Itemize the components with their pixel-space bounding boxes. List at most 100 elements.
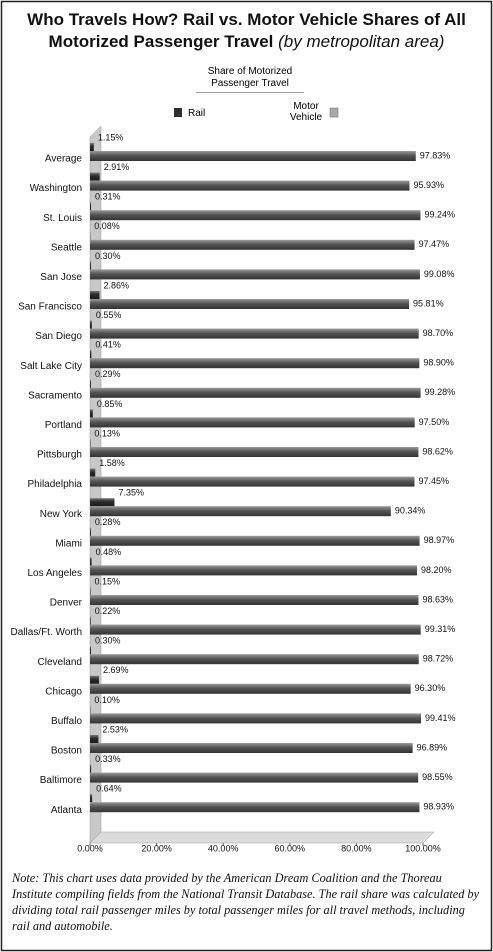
value-label: 0.22% [95,606,121,616]
motor-bar [90,624,421,635]
motor-bar [90,802,420,813]
motor-bar [90,328,419,339]
y-tick-label: San Francisco [18,302,82,313]
value-label: 97.45% [419,476,450,486]
y-tick-label: Buffalo [51,716,82,727]
value-label: 0.08% [94,221,120,231]
motor-bar [90,713,422,724]
value-label: 0.41% [95,340,121,350]
y-tick-label: Atlanta [51,805,83,816]
value-label: 98.90% [423,358,454,368]
value-label: 98.93% [423,802,454,812]
motor-bar [90,269,420,280]
rail-bar [90,291,100,299]
motor-bar [90,772,419,783]
y-tick-label: Average [45,154,83,165]
rail-bar [90,616,91,625]
motor-bar [90,151,416,161]
value-label: 99.28% [425,387,456,397]
rail-bar [90,350,92,359]
value-label: 2.91% [104,162,130,172]
value-label: 0.55% [96,310,122,320]
rail-bar [90,172,100,181]
value-label: 99.24% [424,210,455,220]
value-label: 97.50% [419,417,450,427]
value-label: 0.30% [95,251,121,261]
y-tick-label: Los Angeles [28,568,83,579]
value-label: 98.62% [422,446,453,456]
value-label: 99.31% [425,624,456,634]
motor-bar [90,476,415,487]
y-tick-label: Miami [55,538,82,549]
value-label: 0.15% [94,576,120,586]
y-tick-label: New York [40,509,83,520]
value-label: 0.33% [95,754,121,764]
legend-label: Rail [188,108,206,119]
value-label: 97.47% [419,239,450,249]
value-label: 95.81% [413,298,444,308]
value-label: 96.89% [417,742,448,752]
y-tick-label: Cleveland [38,657,82,668]
value-label: 0.85% [97,399,123,409]
value-label: 7.35% [118,488,144,498]
legend-title: Share of Motorized Passenger Travel [196,66,304,93]
motor-bar [90,743,413,753]
x-tick-label: 20.00% [141,843,172,853]
motor-bar [90,210,421,221]
value-label: 0.48% [96,547,122,557]
y-tick-label: Denver [50,598,83,609]
motor-bar [90,535,420,546]
rail-bar [90,557,92,566]
motor-bar [90,595,419,605]
motor-bar [90,683,411,694]
y-tick-label: San Diego [35,331,82,342]
rail-bar [90,468,96,477]
value-label: 0.28% [95,517,121,527]
value-label: 2.53% [102,724,128,734]
value-label: 98.63% [422,594,453,604]
value-label: 98.72% [423,654,454,664]
value-label: 90.34% [395,506,426,516]
motor-bar [90,239,415,250]
note: Note: This chart uses data provided by t… [12,871,480,933]
axis-floor [89,831,435,844]
legend-swatch [329,107,339,118]
motor-bar [90,654,419,665]
legend-swatch [174,108,182,117]
y-tick-label: Salt Lake City [20,361,82,372]
value-label: 2.86% [104,280,130,290]
rail-bar [90,379,91,388]
title-text: Who Travels How? Rail vs. Motor Vehicle … [27,10,466,51]
value-label: 0.13% [94,428,120,438]
rail-bar [90,675,99,684]
y-tick-label: Sacramento [28,390,82,401]
x-tick-label: 40.00% [208,843,239,853]
value-label: 98.70% [423,328,454,338]
rail-bar [90,498,115,507]
motor-bar [90,180,410,191]
value-label: 97.83% [420,150,451,160]
rail-bar [90,646,91,655]
value-label: 0.64% [96,784,122,794]
rail-bar [90,764,92,773]
motor-bar [90,565,418,576]
y-tick-label: Pittsburgh [37,450,82,461]
legend-label: Motor Vehicle [289,101,323,123]
y-tick-label: Boston [51,746,82,757]
value-label: 0.31% [95,192,121,202]
value-label: 98.20% [421,565,452,575]
motor-bar [90,417,415,428]
motor-bar [90,506,391,517]
value-label: 95.93% [413,180,444,190]
value-label: 0.29% [95,369,121,379]
value-label: 98.55% [422,772,453,782]
x-tick-label: 100.00% [405,843,441,853]
y-tick-label: Seattle [51,242,83,253]
value-label: 96.30% [415,683,446,693]
value-label: 0.30% [95,636,121,646]
y-tick-label: San Jose [40,272,82,283]
value-label: 99.08% [424,269,455,279]
